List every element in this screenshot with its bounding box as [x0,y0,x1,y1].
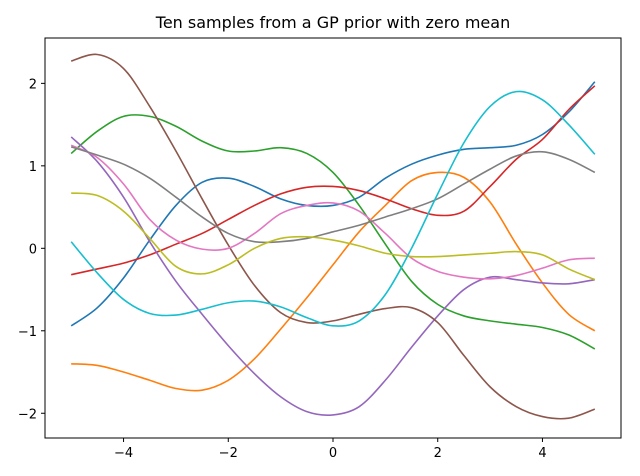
x-axis: −4 −2 0 2 4 [114,438,547,461]
series-line-6 [70,53,596,420]
series-line-8 [70,146,596,244]
series-line-7 [70,144,595,280]
series-group [70,53,596,420]
y-tick-label: −1 [18,325,37,340]
y-tick-label: 0 [29,242,37,257]
series-line-5 [70,136,595,416]
series-line-4 [71,85,596,276]
x-tick-label: 4 [538,446,546,461]
series-line-9 [71,192,596,281]
y-tick-label: 1 [29,160,37,175]
series-line-2 [71,171,596,392]
chart-title: Ten samples from a GP prior with zero me… [155,13,510,32]
x-tick-label: −4 [114,446,133,461]
y-tick-label: −2 [18,407,37,422]
y-tick-label: 2 [29,77,37,92]
series-line-10 [70,90,596,327]
x-tick-label: 0 [329,446,337,461]
series-line-1 [70,81,596,327]
x-tick-label: 2 [434,446,442,461]
x-tick-label: −2 [219,446,238,461]
y-axis: −2 −1 0 1 2 [18,77,45,422]
